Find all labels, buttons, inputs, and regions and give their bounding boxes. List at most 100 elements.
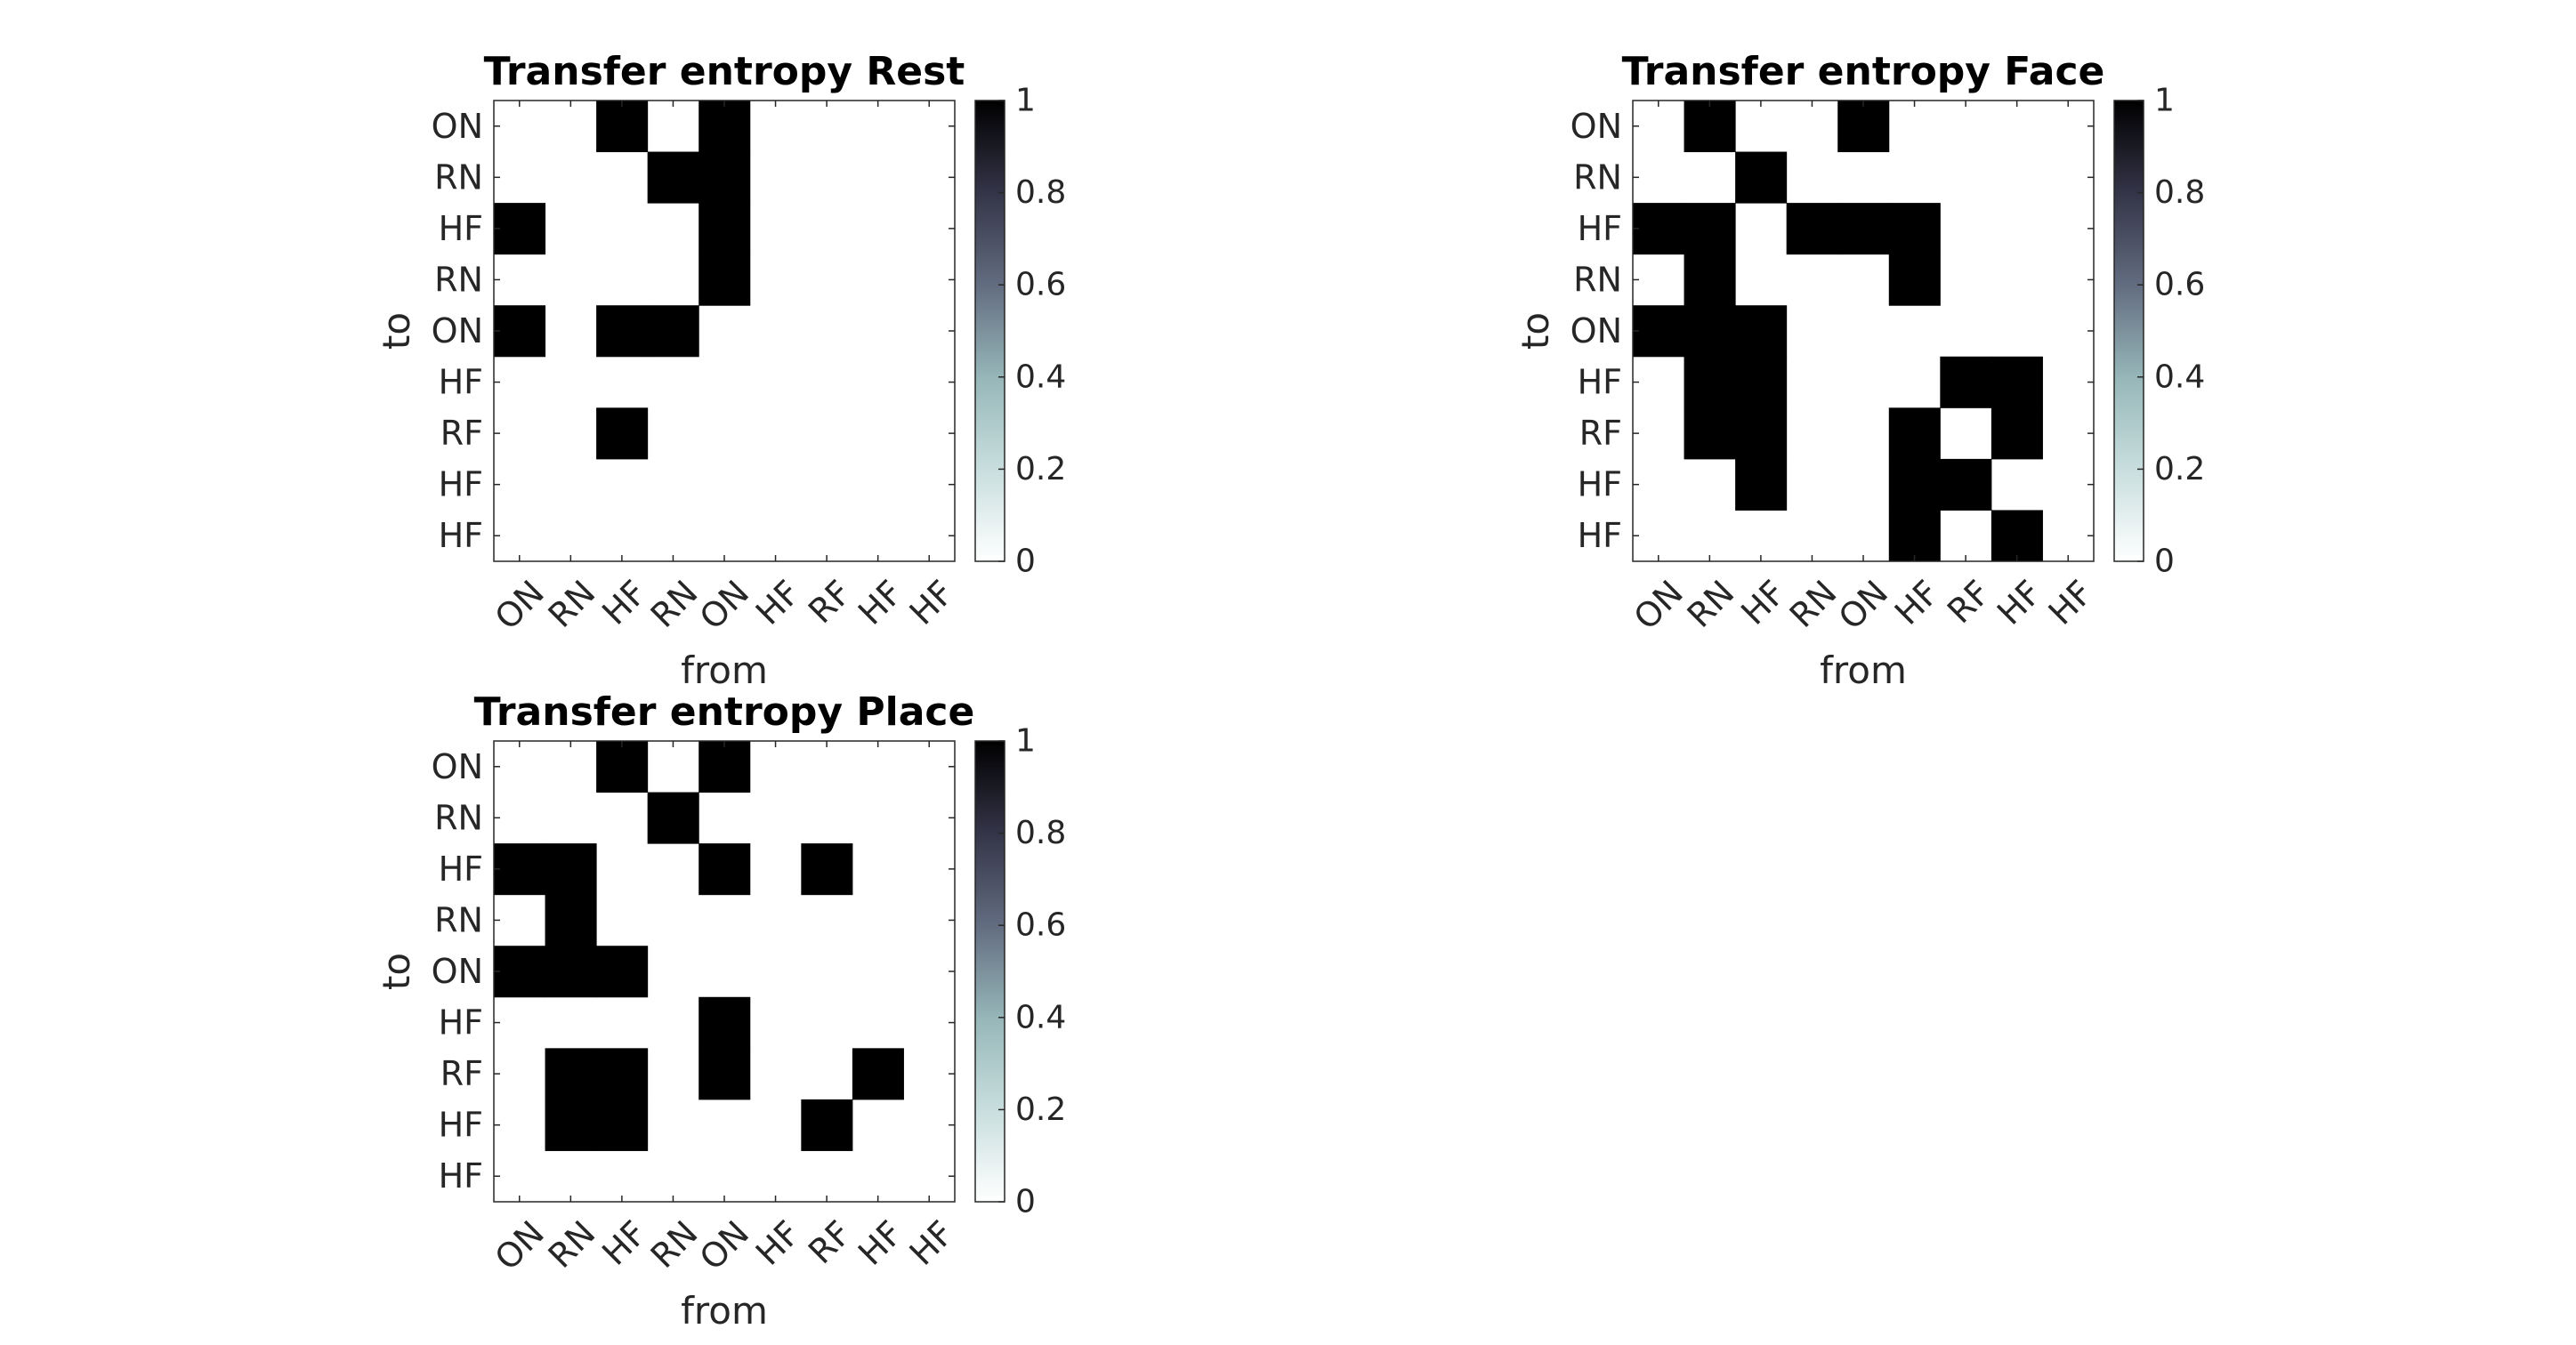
heatmap-cell — [494, 843, 546, 896]
heatmap-cell — [1837, 101, 1890, 153]
heatmap-cell — [1735, 407, 1788, 460]
heatmap-cell — [1684, 203, 1736, 255]
heatmap-cell — [1684, 356, 1736, 408]
y-tick-label: HF — [439, 1156, 483, 1196]
y-tick-label: HF — [439, 209, 483, 248]
heatmap-cell — [1940, 356, 1992, 408]
heatmap-cell — [545, 1099, 597, 1151]
y-tick-label: HF — [1578, 363, 1622, 402]
y-tick-label: HF — [439, 850, 483, 889]
y-tick-label: RN — [1573, 260, 1622, 299]
heatmap-cell — [1991, 510, 2043, 562]
heatmap-cell — [1684, 254, 1736, 306]
heatmap-cell — [699, 741, 751, 793]
y-axis-label: to — [1514, 312, 1557, 350]
heatmap-cell — [596, 1048, 649, 1100]
heatmap-cell — [1991, 356, 2043, 408]
y-tick-label: HF — [439, 516, 483, 555]
heatmap-cell — [647, 151, 699, 204]
y-tick-label: HF — [439, 1003, 483, 1043]
heatmap-cell — [596, 407, 649, 460]
colorbar-tick-label: 0.6 — [1015, 907, 1066, 944]
colorbar-tick-label: 0.8 — [1015, 815, 1066, 851]
colorbar-tick-label: 0 — [2154, 544, 2175, 580]
heatmap-cell — [596, 305, 649, 358]
heatmap-cell — [699, 1048, 751, 1100]
heatmap-panel-3: ONRNHFRNONHFRFHFHFONRNHFRNONHFRFHFHFTran… — [375, 689, 1066, 1333]
heatmap-cell — [699, 101, 751, 153]
y-tick-label: RN — [434, 260, 483, 299]
heatmap-cell — [647, 305, 699, 358]
colorbar-tick-label: 0 — [1015, 544, 1036, 580]
colorbar-tick-label: 0.8 — [2154, 174, 2205, 211]
heatmap-cell — [1684, 407, 1736, 460]
colorbar-tick-label: 1 — [1015, 723, 1036, 760]
colorbar-tick-label: 0 — [1015, 1184, 1036, 1220]
heatmap-cell — [596, 741, 649, 793]
heatmap-cell — [545, 1048, 597, 1100]
y-tick-label: RN — [434, 798, 483, 837]
chart-title: Transfer entropy Face — [1622, 49, 2105, 94]
y-tick-label: ON — [432, 747, 483, 786]
heatmap-cell — [545, 843, 597, 896]
colorbar — [2113, 100, 2144, 562]
heatmap-cell — [1991, 407, 2043, 460]
heatmap-cell — [545, 894, 597, 946]
heatmap-cell — [494, 305, 546, 358]
heatmap-cell — [699, 843, 751, 896]
heatmap-cell — [1735, 458, 1788, 511]
colorbar-tick-label: 0.6 — [2154, 267, 2205, 303]
heatmap-cell — [596, 946, 649, 998]
heatmap-cell — [699, 254, 751, 306]
colorbar-tick-label: 0.4 — [1015, 358, 1066, 395]
y-tick-label: RF — [440, 1054, 483, 1093]
y-tick-label: RF — [1579, 414, 1622, 453]
chart-title: Transfer entropy Rest — [484, 49, 965, 94]
y-axis-label: to — [375, 953, 418, 990]
heatmap-cell — [494, 203, 546, 255]
heatmap-cell — [596, 101, 649, 153]
y-tick-label: RN — [434, 157, 483, 197]
x-axis-label: from — [1820, 648, 1907, 692]
heatmap-cell — [699, 203, 751, 255]
y-tick-label: ON — [432, 952, 483, 991]
y-tick-label: HF — [439, 465, 483, 504]
y-tick-label: RF — [440, 414, 483, 453]
x-axis-label: from — [681, 1289, 768, 1333]
colorbar-tick-label: 0.2 — [2154, 451, 2205, 487]
heatmap-cell — [545, 946, 597, 998]
y-axis-label: to — [375, 312, 418, 350]
heatmap-cell — [699, 151, 751, 204]
colorbar — [974, 740, 1005, 1203]
heatmap-cell — [1684, 305, 1736, 358]
heatmap-cell — [1633, 203, 1685, 255]
y-tick-label: HF — [1578, 465, 1622, 504]
y-tick-label: ON — [1571, 107, 1622, 146]
y-tick-label: ON — [432, 107, 483, 146]
colorbar-tick-label: 0.2 — [1015, 1091, 1066, 1128]
heatmap-cell — [1888, 510, 1941, 562]
heatmap-cell — [699, 996, 751, 1049]
colorbar-tick-label: 0.4 — [2154, 358, 2205, 395]
heatmap-cell — [494, 946, 546, 998]
heatmap-cell — [1888, 407, 1941, 460]
colorbar-tick-label: 1 — [2154, 83, 2175, 119]
heatmap-cell — [1888, 203, 1941, 255]
heatmap-cell — [647, 792, 699, 844]
heatmap-cell — [1735, 305, 1788, 358]
heatmap-cell — [1735, 151, 1788, 204]
heatmap-cell — [1786, 203, 1838, 255]
y-tick-label: HF — [439, 1106, 483, 1145]
heatmap-cell — [1888, 458, 1941, 511]
heatmap-cell — [596, 1099, 649, 1151]
chart-title: Transfer entropy Place — [474, 689, 975, 735]
heatmap-cell — [1837, 203, 1890, 255]
colorbar-tick-label: 0.4 — [1015, 999, 1066, 1035]
panels: ON RN HF RN ON HF RF HF HF ON RN HF RN ON HF RF HF HF Tran… — [375, 49, 2205, 1333]
colorbar-tick-label: 1 — [1015, 83, 1036, 119]
heatmap-cell — [801, 1099, 853, 1151]
colorbar — [974, 100, 1005, 562]
heatmap-cell — [1735, 356, 1788, 408]
heatmap-cell — [852, 1048, 904, 1100]
